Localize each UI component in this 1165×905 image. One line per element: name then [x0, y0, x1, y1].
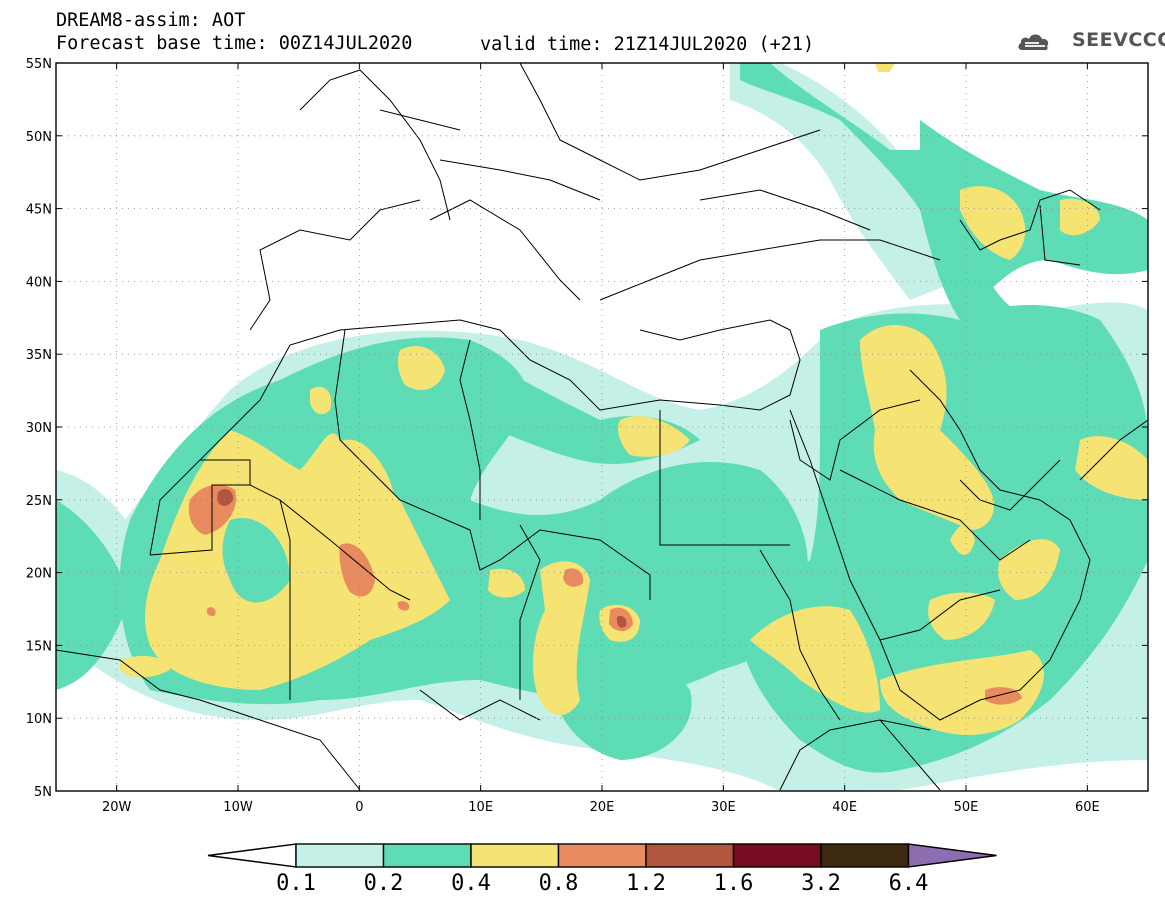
lat-label: 10N — [26, 712, 52, 727]
lat-label: 55N — [26, 57, 52, 72]
colorbar-over-triangle — [907, 843, 997, 868]
lat-label: 30N — [26, 421, 52, 436]
colorbar-label: 0.2 — [364, 871, 404, 896]
forecast-base-time: Forecast base time: 00Z14JUL2020 — [56, 33, 413, 54]
colorbar-label: 0.8 — [539, 871, 579, 896]
coastlines — [56, 63, 1148, 791]
lat-label: 15N — [26, 639, 52, 654]
colorbar-swatch — [295, 843, 385, 868]
lat-label: 35N — [26, 348, 52, 363]
colorbar-label: 1.2 — [626, 871, 666, 896]
lon-label: 0 — [355, 800, 363, 815]
lon-label: 60E — [1075, 800, 1100, 815]
lon-label: 50E — [954, 800, 979, 815]
cloud-logo-icon — [1018, 34, 1049, 51]
product-title: DREAM8-assim: AOT — [56, 10, 246, 31]
valid-time: valid time: 21Z14JUL2020 (+21) — [480, 34, 815, 55]
aot-field — [56, 63, 1148, 791]
colorbar-label: 1.6 — [714, 871, 754, 896]
lon-label: 20E — [590, 800, 615, 815]
colorbar-label: 3.2 — [801, 871, 841, 896]
colorbar-swatch — [382, 843, 472, 868]
longitude-labels: 20W 10W 0 10E 20E 30E 40E 50E 60E — [102, 800, 1100, 815]
graticule — [56, 62, 1148, 792]
lon-label: 30E — [711, 800, 736, 815]
colorbar-swatch — [470, 843, 560, 868]
lat-label: 20N — [26, 567, 52, 582]
colorbar: 0.1 0.2 0.4 0.8 1.2 1.6 3.2 6.4 — [207, 843, 997, 896]
colorbar-under-triangle — [207, 843, 297, 868]
lat-label: 5N — [34, 785, 52, 800]
aot-level-0.4 — [120, 63, 1148, 735]
country-borders — [149, 109, 1081, 791]
lon-label: 40E — [832, 800, 857, 815]
colorbar-swatch — [820, 843, 910, 868]
colorbar-swatch — [732, 843, 822, 868]
lon-label: 10W — [223, 800, 253, 815]
latitude-labels: 55N 50N 45N 40N 35N 30N 25N 20N 15N 10N 5N — [26, 57, 52, 800]
lat-label: 25N — [26, 494, 52, 509]
lat-label: 40N — [26, 275, 52, 290]
colorbar-label: 0.1 — [276, 871, 316, 896]
colorbar-label: 6.4 — [889, 871, 929, 896]
logo-text: SEEVCCC — [1072, 29, 1165, 51]
lat-label: 45N — [26, 203, 52, 218]
colorbar-swatch — [557, 843, 647, 868]
colorbar-label: 0.4 — [451, 871, 491, 896]
lat-label: 50N — [26, 130, 52, 145]
colorbar-swatch — [645, 843, 735, 868]
lon-label: 20W — [102, 800, 132, 815]
aot-level-1.2 — [217, 489, 627, 628]
lon-label: 10E — [468, 800, 493, 815]
